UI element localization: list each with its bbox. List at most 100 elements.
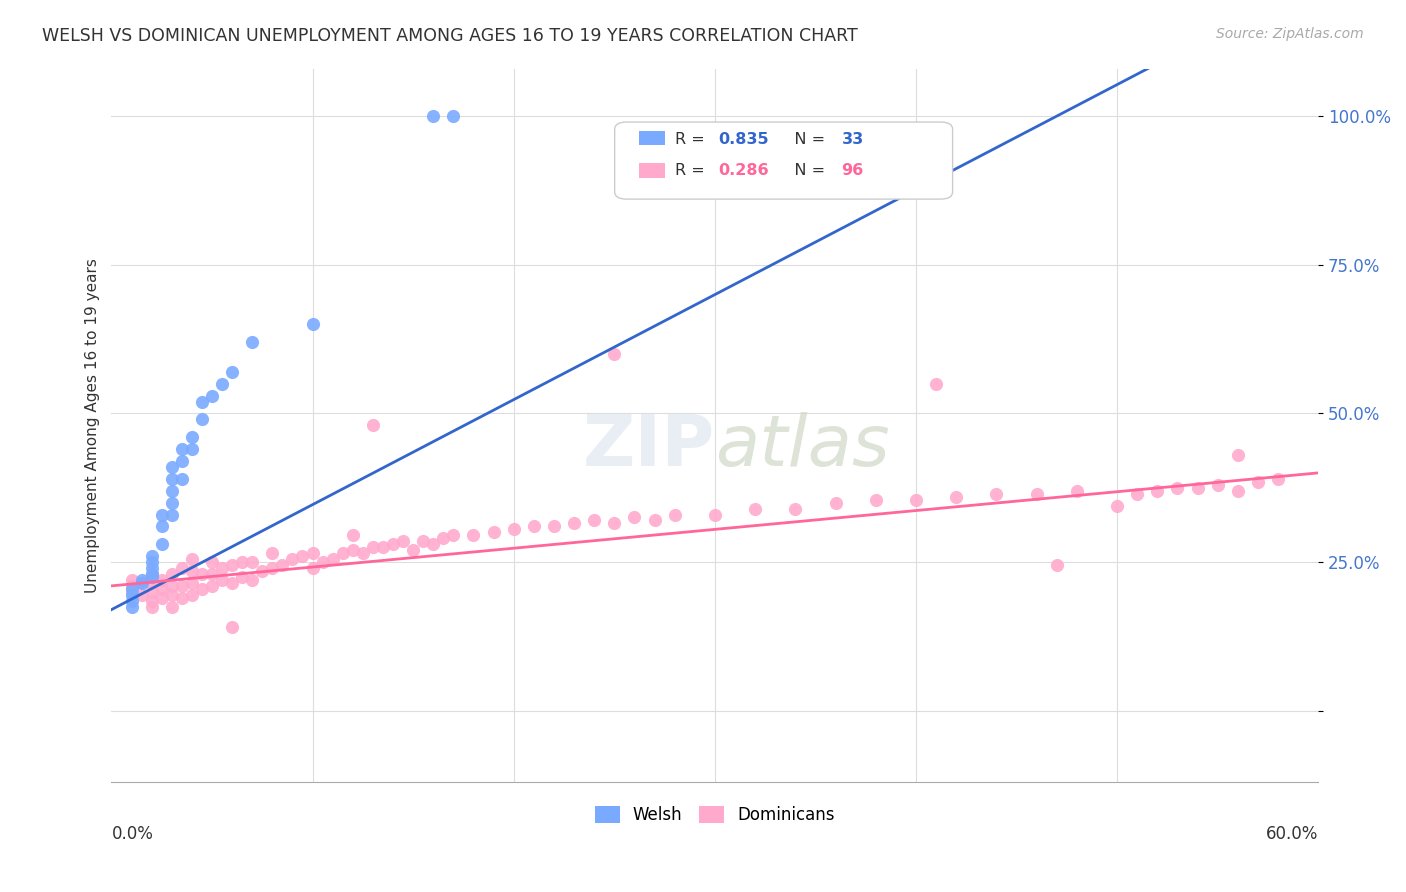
Point xyxy=(824,495,846,509)
Point xyxy=(221,558,243,572)
Point xyxy=(301,317,323,331)
Point xyxy=(664,508,686,522)
Point xyxy=(945,490,967,504)
Point xyxy=(382,537,405,551)
Point xyxy=(160,495,183,509)
Point xyxy=(141,561,163,575)
Point xyxy=(986,486,1008,500)
Point xyxy=(271,558,294,572)
Point xyxy=(583,513,606,527)
Point xyxy=(121,573,143,587)
Point xyxy=(150,591,173,605)
Point xyxy=(211,573,233,587)
Point xyxy=(1187,481,1209,495)
Point xyxy=(150,573,173,587)
Point xyxy=(141,566,163,581)
Point xyxy=(121,588,143,602)
Point xyxy=(141,566,163,581)
Point xyxy=(170,579,193,593)
Y-axis label: Unemployment Among Ages 16 to 19 years: Unemployment Among Ages 16 to 19 years xyxy=(86,258,100,593)
Point xyxy=(160,459,183,474)
Point xyxy=(925,376,948,391)
Point xyxy=(482,525,505,540)
Point xyxy=(231,555,253,569)
Point xyxy=(311,555,333,569)
Point xyxy=(422,537,444,551)
Point xyxy=(392,534,415,549)
Point xyxy=(131,575,153,590)
Bar xyxy=(638,163,665,178)
Point xyxy=(131,575,153,590)
Point xyxy=(1267,472,1289,486)
Point xyxy=(160,472,183,486)
Bar xyxy=(638,130,665,145)
Point xyxy=(412,534,434,549)
Point xyxy=(301,561,323,575)
Point xyxy=(262,546,284,560)
Point xyxy=(1226,483,1249,498)
Point xyxy=(623,510,645,524)
Point xyxy=(1226,448,1249,462)
Point xyxy=(865,492,887,507)
Text: atlas: atlas xyxy=(714,412,890,481)
Point xyxy=(1166,481,1188,495)
Point xyxy=(1247,475,1270,489)
Point xyxy=(342,543,364,558)
Point xyxy=(160,599,183,614)
Point xyxy=(141,555,163,569)
Point xyxy=(150,537,173,551)
Point xyxy=(150,508,173,522)
Point xyxy=(141,575,163,590)
Text: WELSH VS DOMINICAN UNEMPLOYMENT AMONG AGES 16 TO 19 YEARS CORRELATION CHART: WELSH VS DOMINICAN UNEMPLOYMENT AMONG AG… xyxy=(42,27,858,45)
Point xyxy=(141,584,163,599)
Point xyxy=(603,347,626,361)
Point xyxy=(170,442,193,456)
Text: N =: N = xyxy=(779,163,830,178)
Point xyxy=(180,552,202,566)
Text: R =: R = xyxy=(675,132,710,146)
Point xyxy=(1107,499,1129,513)
Point xyxy=(562,516,585,531)
Point xyxy=(332,546,354,560)
Point xyxy=(441,109,464,123)
Text: 0.0%: 0.0% xyxy=(111,825,153,843)
Point xyxy=(191,566,214,581)
Text: 0.835: 0.835 xyxy=(718,132,769,146)
Point xyxy=(361,418,384,433)
Point xyxy=(160,508,183,522)
Point xyxy=(603,516,626,531)
Point xyxy=(201,388,224,402)
Point xyxy=(402,543,425,558)
Point xyxy=(523,519,546,533)
FancyBboxPatch shape xyxy=(614,122,953,199)
Point xyxy=(201,555,224,569)
Point xyxy=(221,620,243,634)
Point xyxy=(361,540,384,554)
Text: R =: R = xyxy=(675,163,710,178)
Point xyxy=(201,579,224,593)
Point xyxy=(543,519,565,533)
Text: 60.0%: 60.0% xyxy=(1265,825,1319,843)
Point xyxy=(141,549,163,563)
Point xyxy=(180,575,202,590)
Point xyxy=(211,376,233,391)
Point xyxy=(191,582,214,596)
Point xyxy=(170,591,193,605)
Point xyxy=(240,555,263,569)
Point xyxy=(352,546,374,560)
Point xyxy=(201,566,224,581)
Point xyxy=(180,442,202,456)
Point xyxy=(371,540,394,554)
Point xyxy=(240,334,263,349)
Point xyxy=(342,528,364,542)
Point xyxy=(1046,558,1069,572)
Point xyxy=(160,483,183,498)
Point xyxy=(141,599,163,614)
Point xyxy=(441,528,464,542)
Point xyxy=(322,552,344,566)
Legend: Welsh, Dominicans: Welsh, Dominicans xyxy=(588,799,842,830)
Point xyxy=(1066,483,1088,498)
Point xyxy=(121,599,143,614)
Point xyxy=(121,584,143,599)
Point xyxy=(160,566,183,581)
